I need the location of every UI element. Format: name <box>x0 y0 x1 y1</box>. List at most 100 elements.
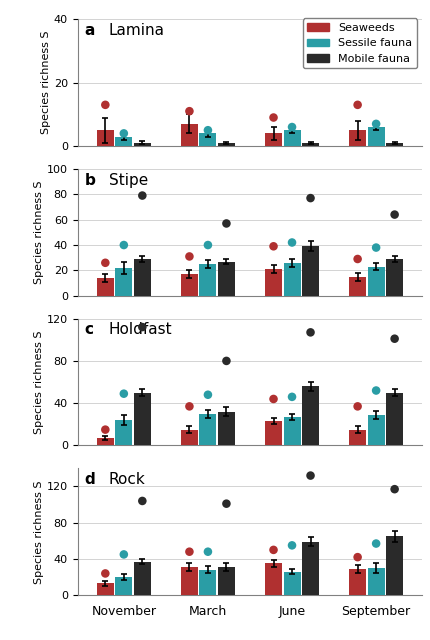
Point <box>120 388 127 399</box>
Bar <box>181 274 197 296</box>
Bar <box>133 562 150 595</box>
Text: d: d <box>84 472 95 487</box>
Text: Stipe: Stipe <box>108 173 147 188</box>
Bar <box>264 133 281 146</box>
Bar <box>218 412 234 445</box>
Point <box>390 484 397 494</box>
Bar <box>367 127 384 146</box>
Y-axis label: Species richness S: Species richness S <box>41 31 51 134</box>
Bar <box>218 262 234 296</box>
Point <box>120 128 127 138</box>
Point <box>306 470 313 481</box>
Bar <box>385 143 402 146</box>
Text: Holdfast: Holdfast <box>108 323 172 337</box>
Point <box>138 322 145 332</box>
Point <box>288 122 295 132</box>
Text: c: c <box>84 323 93 337</box>
Point <box>390 333 397 344</box>
Point <box>353 552 360 563</box>
Bar <box>385 259 402 296</box>
Point <box>222 218 229 228</box>
Text: Rock: Rock <box>108 472 145 487</box>
Bar <box>115 577 132 595</box>
Bar <box>199 264 216 296</box>
Point <box>306 193 313 204</box>
Bar <box>115 420 132 445</box>
Point <box>372 538 379 548</box>
Bar <box>264 421 281 445</box>
Bar <box>264 269 281 296</box>
Bar <box>97 438 114 445</box>
Bar <box>367 267 384 296</box>
Bar <box>301 541 318 595</box>
Bar <box>115 136 132 146</box>
Bar <box>115 268 132 296</box>
Point <box>120 240 127 250</box>
Text: Lamina: Lamina <box>108 23 164 38</box>
Point <box>306 327 313 337</box>
Bar <box>133 259 150 296</box>
Point <box>101 424 108 435</box>
Text: a: a <box>84 23 95 38</box>
Point <box>204 240 211 250</box>
Bar <box>348 130 366 146</box>
Point <box>288 392 295 402</box>
Point <box>204 125 211 135</box>
Point <box>186 252 193 262</box>
Point <box>270 545 276 555</box>
Y-axis label: Species richness S: Species richness S <box>34 480 44 584</box>
Point <box>138 191 145 201</box>
Point <box>222 356 229 366</box>
Bar <box>348 569 366 595</box>
Point <box>372 119 379 129</box>
Bar <box>283 417 300 445</box>
Point <box>270 113 276 123</box>
Bar <box>348 276 366 296</box>
Point <box>288 237 295 248</box>
Legend: Seaweeds, Sessile fauna, Mobile fauna: Seaweeds, Sessile fauna, Mobile fauna <box>302 19 416 68</box>
Text: b: b <box>84 173 95 188</box>
Point <box>288 540 295 550</box>
Bar <box>301 246 318 296</box>
Bar <box>199 133 216 146</box>
Bar <box>181 429 197 445</box>
Bar <box>133 143 150 146</box>
Bar <box>181 567 197 595</box>
Bar <box>199 414 216 445</box>
Bar <box>367 568 384 595</box>
Bar <box>283 130 300 146</box>
Y-axis label: Species richness S: Species richness S <box>34 330 44 434</box>
Point <box>353 100 360 110</box>
Point <box>390 209 397 220</box>
Point <box>186 547 193 557</box>
Point <box>204 390 211 400</box>
Point <box>372 243 379 253</box>
Bar <box>367 415 384 445</box>
Point <box>222 499 229 509</box>
Point <box>353 401 360 412</box>
Bar <box>385 392 402 445</box>
Bar <box>283 263 300 296</box>
Bar <box>348 429 366 445</box>
Bar <box>199 570 216 595</box>
Point <box>120 549 127 559</box>
Bar <box>97 130 114 146</box>
Bar <box>264 563 281 595</box>
Point <box>138 496 145 506</box>
Point <box>204 547 211 557</box>
Bar <box>133 392 150 445</box>
Y-axis label: Species richness S: Species richness S <box>34 180 44 284</box>
Bar <box>301 143 318 146</box>
Point <box>101 258 108 268</box>
Point <box>353 254 360 264</box>
Bar <box>385 536 402 595</box>
Point <box>270 241 276 252</box>
Bar <box>97 278 114 296</box>
Bar <box>97 584 114 595</box>
Point <box>372 385 379 396</box>
Point <box>186 106 193 116</box>
Point <box>101 568 108 579</box>
Bar <box>181 124 197 146</box>
Bar <box>218 143 234 146</box>
Point <box>101 100 108 110</box>
